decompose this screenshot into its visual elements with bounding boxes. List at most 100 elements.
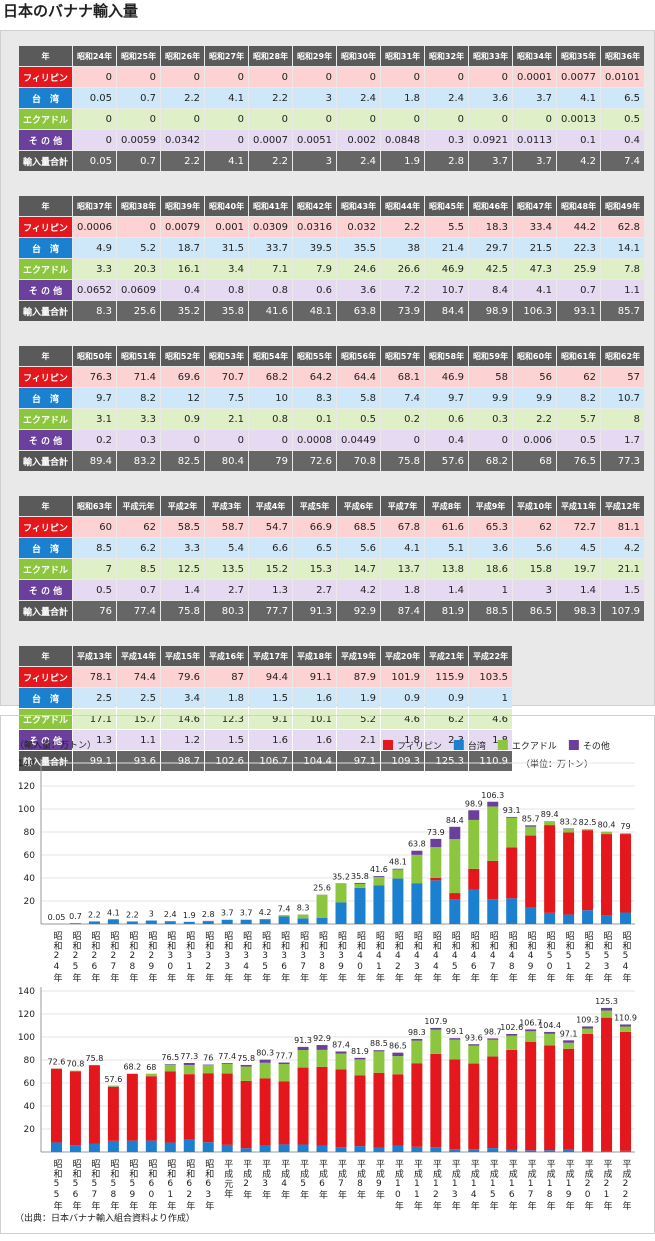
column-header: 昭和45年	[425, 196, 469, 216]
table-cell: 62	[557, 367, 601, 387]
table-cell: 4.6	[469, 709, 513, 729]
table-cell: 0.001	[205, 217, 249, 237]
column-header: 昭和27年	[205, 46, 249, 66]
bar-segment	[468, 1063, 480, 1150]
bar-segment	[392, 1145, 404, 1152]
bar-segment	[468, 868, 480, 890]
bar-segment	[145, 920, 157, 924]
row-label: エクアドル	[19, 259, 73, 279]
data-table: 年昭和63年 平成元年 平成2年 平成3年 平成4年 平成5年 平成6年 平成7年 平成8年 平成…	[18, 495, 645, 622]
bar-segment	[183, 921, 195, 924]
table-cell: 0	[381, 430, 425, 450]
bar-segment	[582, 1150, 594, 1152]
column-header: 昭和43年	[337, 196, 381, 216]
table-cell: 65.3	[469, 517, 513, 537]
x-tick-label: 平成12年	[431, 1159, 442, 1211]
table-cell: 0.0079	[161, 217, 205, 237]
bar-segment	[563, 1040, 575, 1043]
column-header: 昭和46年	[469, 196, 513, 216]
table-cell: 79	[249, 451, 293, 471]
table-cell: 0.3	[425, 130, 469, 150]
table-cell: 87.4	[381, 601, 425, 621]
table-cell: 0.0101	[601, 67, 645, 87]
total-label: 98.3	[408, 1028, 426, 1037]
bar-segment	[563, 1042, 575, 1049]
row-label: エクアドル	[19, 109, 73, 129]
table-cell: 67.8	[381, 517, 425, 537]
bar-segment	[240, 1148, 252, 1152]
table-cell: 125.3	[425, 751, 469, 771]
bar-segment	[126, 921, 138, 924]
total-label: 7.4	[278, 904, 291, 913]
table-cell: 0.0006	[73, 217, 117, 237]
table-cell: 57	[601, 367, 645, 387]
bar-segment	[487, 1038, 499, 1040]
bar-segment	[126, 1073, 138, 1141]
total-label: 87.4	[332, 1040, 350, 1049]
table-cell: 2.7	[205, 580, 249, 600]
table-cell: 26.6	[381, 259, 425, 279]
column-header: 平成13年	[73, 646, 117, 666]
table-cell: 0.2	[381, 409, 425, 429]
table-cell: 4.2	[337, 580, 381, 600]
total-label: 3	[149, 910, 154, 919]
row-label: そ の 他	[19, 430, 73, 450]
bar-segment	[202, 1064, 214, 1066]
table-cell: 6.2	[425, 709, 469, 729]
table-cell: 0.0848	[381, 130, 425, 150]
table-cell: 106.7	[249, 751, 293, 771]
table-cell: 75.8	[381, 451, 425, 471]
total-label: 75.8	[237, 1054, 255, 1063]
table-cell: 4.1	[557, 88, 601, 108]
table-cell: 0.0007	[249, 130, 293, 150]
x-tick-label: 昭和36年	[279, 931, 290, 983]
bar-segment	[297, 1049, 309, 1068]
table-cell: 48.1	[293, 301, 337, 321]
x-tick-label: 平成5年	[298, 1159, 309, 1200]
x-tick-label: 昭和52年	[583, 931, 594, 983]
table-row: そ の 他 0.5 0.7 1.4 2.7 1.3 2.7 4.2 1.8 1.4 1 3 1.4 1.5	[19, 580, 645, 600]
column-header: 平成10年	[513, 496, 557, 516]
table-cell: 21.5	[513, 238, 557, 258]
total-label: 92.9	[313, 1034, 331, 1043]
table-cell: 18.3	[469, 217, 513, 237]
column-header: 昭和48年	[557, 196, 601, 216]
bar-segment	[620, 1024, 632, 1027]
total-label: 0.7	[69, 912, 82, 921]
bar-segment	[601, 834, 613, 916]
table-cell: 1.1	[601, 280, 645, 300]
table-cell: 13.8	[425, 559, 469, 579]
legend-swatch	[497, 740, 508, 750]
x-tick-label: 昭和24年	[51, 931, 62, 983]
column-header: 昭和52年	[161, 346, 205, 366]
table-cell: 80.4	[205, 451, 249, 471]
total-label: 85.7	[522, 814, 540, 823]
bar-segment	[430, 877, 442, 881]
table-cell: 2.2	[381, 217, 425, 237]
x-tick-label: 平成9年	[374, 1159, 385, 1200]
column-header: 昭和51年	[117, 346, 161, 366]
total-label: 3.7	[221, 909, 234, 918]
table-row: エクアドル 0 0 0 0 0 0 0 0 0 0 0 0.0013 0.5	[19, 109, 645, 129]
column-header: 昭和26年	[161, 46, 205, 66]
table-cell: 101.9	[381, 667, 425, 687]
table-cell: 0	[117, 217, 161, 237]
column-header: 昭和47年	[513, 196, 557, 216]
bar-segment	[240, 1066, 252, 1081]
column-header: 昭和39年	[161, 196, 205, 216]
x-tick-label: 昭和59年	[127, 1159, 138, 1211]
table-cell: 3.4	[161, 688, 205, 708]
bar-segment	[392, 868, 404, 870]
table-cell: 4.5	[557, 538, 601, 558]
total-label: 82.5	[579, 818, 597, 827]
x-tick-label: 昭和30年	[165, 931, 176, 983]
x-tick-label: 昭和28年	[127, 931, 138, 983]
table-cell: 3.6	[337, 280, 381, 300]
bar-segment	[525, 1150, 537, 1152]
legend-swatch	[383, 740, 393, 750]
table-cell: 62.8	[601, 217, 645, 237]
table-row: 輸入量合計 8.3 25.6 35.2 35.8 41.6 48.1 63.8 73.9 84.4…	[19, 301, 645, 321]
table-cell: 69.6	[161, 367, 205, 387]
row-label: 台 湾	[19, 238, 73, 258]
table-cell: 35.2	[161, 301, 205, 321]
